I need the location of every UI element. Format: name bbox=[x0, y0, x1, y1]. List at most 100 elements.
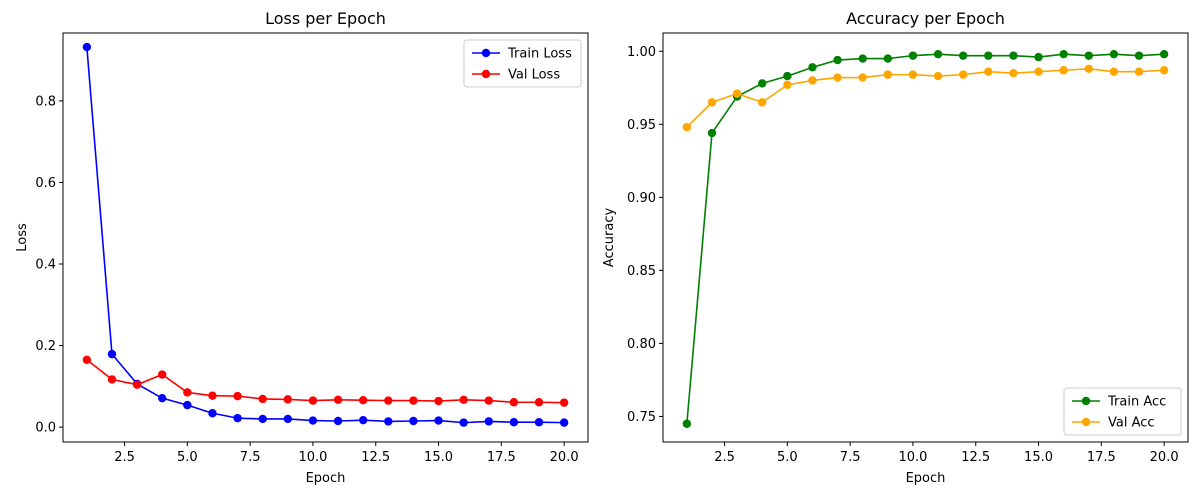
data-point bbox=[808, 63, 817, 72]
data-point bbox=[883, 54, 893, 63]
data-point bbox=[183, 400, 192, 410]
legend-marker bbox=[1081, 396, 1091, 406]
x-tick-label: 20.0 bbox=[550, 450, 579, 465]
data-point bbox=[308, 416, 318, 425]
data-point bbox=[1109, 49, 1119, 59]
legend-label: Val Loss bbox=[508, 68, 560, 83]
chart-panel-2: Accuracy per Epoch 2.5 5.0 7.5 10.0 12.5 15.0 1… bbox=[602, 9, 1189, 486]
data-point bbox=[258, 414, 267, 424]
data-point bbox=[758, 98, 767, 107]
series-line-1 bbox=[86, 47, 565, 424]
plot-frame bbox=[62, 32, 589, 443]
data-point bbox=[459, 418, 468, 427]
plot-frame bbox=[662, 32, 1189, 443]
data-point bbox=[509, 418, 519, 427]
data-point bbox=[984, 51, 993, 60]
y-tick-label: 0.8 bbox=[35, 94, 56, 109]
data-point bbox=[434, 396, 443, 406]
x-tick-label: 10.0 bbox=[898, 450, 927, 465]
data-point bbox=[732, 89, 742, 98]
x-tick-label: 5.0 bbox=[177, 450, 198, 465]
data-point bbox=[384, 396, 393, 405]
data-point bbox=[358, 396, 368, 405]
x-axis-label: Epoch bbox=[906, 471, 946, 486]
data-point bbox=[183, 388, 192, 397]
legend-label: Val Acc bbox=[1108, 416, 1155, 431]
legend-marker bbox=[481, 48, 491, 58]
data-point bbox=[308, 396, 318, 405]
data-point bbox=[107, 375, 117, 384]
data-point bbox=[682, 419, 692, 428]
data-point bbox=[132, 380, 142, 389]
data-point bbox=[783, 71, 792, 81]
data-point bbox=[707, 128, 717, 138]
data-point bbox=[1059, 66, 1068, 75]
data-point bbox=[107, 349, 117, 359]
x-tick-label: 15.0 bbox=[1024, 450, 1053, 465]
data-point bbox=[358, 415, 368, 425]
data-point bbox=[484, 396, 493, 405]
data-point bbox=[933, 71, 943, 81]
data-point bbox=[682, 123, 692, 132]
chart-title: Loss per Epoch bbox=[265, 9, 386, 28]
data-point bbox=[958, 70, 968, 79]
data-point bbox=[409, 416, 418, 426]
series-line-1 bbox=[686, 53, 1165, 424]
data-point bbox=[283, 395, 293, 404]
data-point bbox=[82, 42, 92, 52]
data-point bbox=[208, 409, 217, 418]
x-tick-label: 2.5 bbox=[114, 450, 135, 465]
data-point bbox=[384, 417, 393, 426]
data-point bbox=[509, 398, 519, 407]
legend-label: Train Loss bbox=[507, 47, 572, 62]
chart-title: Accuracy per Epoch bbox=[846, 9, 1005, 28]
series-line-2 bbox=[686, 67, 1165, 128]
data-point bbox=[707, 98, 717, 107]
data-point bbox=[908, 51, 918, 60]
data-point bbox=[1134, 67, 1144, 76]
legend: Train Acc Val Acc bbox=[1063, 387, 1182, 436]
data-point bbox=[858, 73, 867, 82]
y-axis-label: Accuracy bbox=[602, 208, 617, 268]
data-point bbox=[233, 413, 242, 423]
data-point bbox=[534, 398, 544, 407]
data-point bbox=[858, 54, 867, 63]
data-point bbox=[258, 394, 267, 404]
y-tick-label: 0.2 bbox=[35, 339, 56, 354]
x-tick-label: 2.5 bbox=[714, 450, 735, 465]
data-point bbox=[233, 391, 242, 401]
data-point bbox=[783, 80, 792, 90]
x-tick-label: 5.0 bbox=[777, 450, 798, 465]
legend-box bbox=[463, 39, 582, 88]
legend-box bbox=[1063, 387, 1182, 436]
data-point bbox=[333, 395, 343, 404]
x-tick-label: 7.5 bbox=[840, 450, 861, 465]
data-point bbox=[1159, 66, 1169, 75]
data-point bbox=[833, 73, 842, 82]
x-tick-label: 15.0 bbox=[424, 450, 453, 465]
data-point bbox=[958, 51, 968, 60]
data-point bbox=[459, 395, 468, 404]
data-point bbox=[1034, 52, 1043, 62]
data-point bbox=[559, 398, 569, 407]
data-point bbox=[1084, 51, 1093, 60]
y-tick-label: 0.95 bbox=[627, 118, 656, 133]
data-point bbox=[82, 355, 92, 365]
data-point bbox=[208, 391, 217, 400]
y-tick-label: 0.0 bbox=[35, 421, 56, 436]
y-tick-label: 1.00 bbox=[627, 45, 656, 60]
data-point bbox=[1084, 64, 1093, 73]
y-tick-label: 0.4 bbox=[35, 258, 56, 273]
data-point bbox=[1059, 49, 1068, 59]
x-tick-label: 7.5 bbox=[240, 450, 261, 465]
legend-marker bbox=[481, 69, 491, 79]
data-point bbox=[1009, 51, 1018, 60]
data-point bbox=[933, 49, 943, 59]
x-tick-label: 10.0 bbox=[298, 450, 327, 465]
data-point bbox=[1134, 51, 1144, 60]
y-axis-label: Loss bbox=[15, 223, 30, 252]
data-point bbox=[158, 370, 167, 379]
legend-marker bbox=[1081, 417, 1091, 427]
data-point bbox=[409, 396, 418, 405]
